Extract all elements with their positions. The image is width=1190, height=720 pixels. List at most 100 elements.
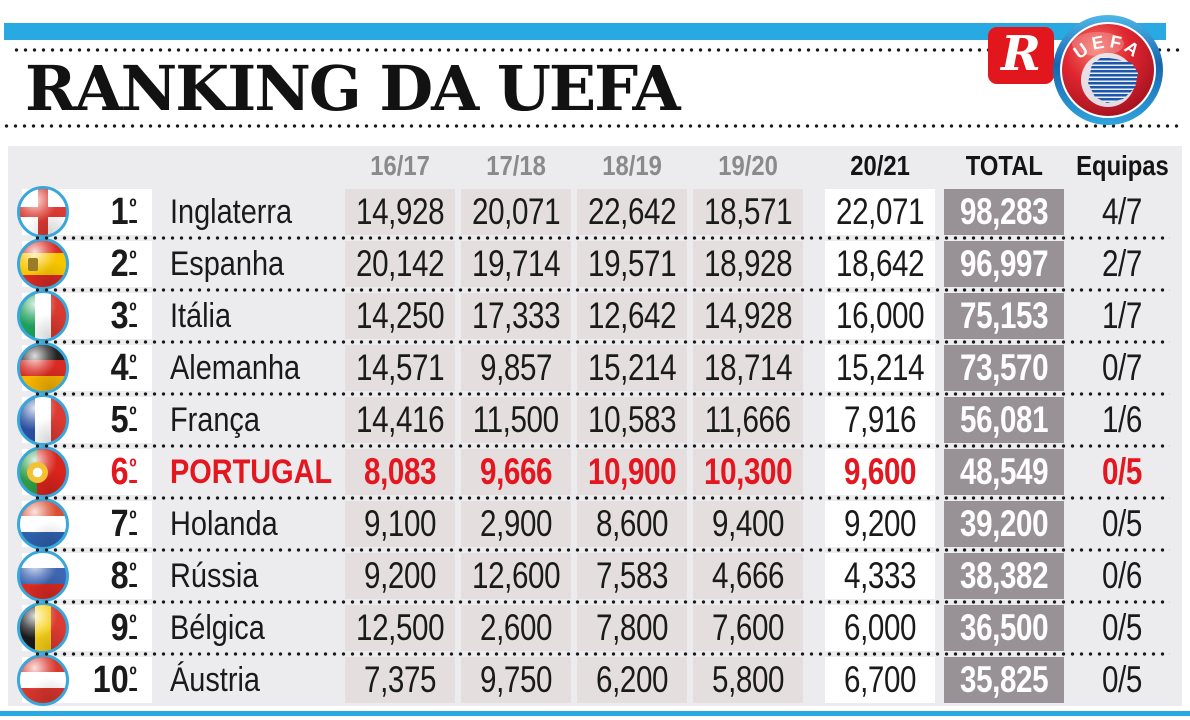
rank-label: 10º [93, 658, 137, 701]
page-title: RANKING DA UEFA [25, 52, 681, 125]
rank-ordinal: º [129, 557, 137, 587]
rank-ordinal: º [129, 505, 137, 535]
season-cell-19-20: 9,400 [693, 501, 803, 547]
total-cell: 75,153 [944, 293, 1064, 339]
season-cell-16-17: 9,100 [345, 501, 455, 547]
country-name: PORTUGAL [170, 453, 333, 491]
season-cell-17-18: 9,857 [461, 345, 571, 391]
season-cell-18-19: 15,214 [577, 345, 687, 391]
rank-ordinal: º [129, 401, 137, 431]
flag-italy-icon [17, 290, 69, 342]
column-header-16-17: 16/17 [370, 150, 430, 181]
column-header-total: TOTAL [965, 150, 1043, 181]
rank-label: 2º [111, 242, 137, 285]
top-accent-bar [4, 23, 1166, 40]
uefa-logo: UEFA [1053, 15, 1163, 125]
season-cell-18-19: 19,571 [577, 241, 687, 287]
table-row: 4º Alemanha 14,571 9,857 15,214 18,714 1… [8, 342, 1182, 396]
season-cell-19-20: 7,600 [693, 605, 803, 651]
total-cell: 96,997 [944, 241, 1064, 287]
season-cell-20-21: 9,200 [825, 501, 935, 547]
country-name: Alemanha [170, 349, 301, 387]
season-cell-18-19: 7,800 [577, 605, 687, 651]
total-cell: 38,382 [944, 553, 1064, 599]
record-logo-letter: R [1001, 25, 1041, 82]
table-row: 1º Inglaterra 14,928 20,071 22,642 18,57… [8, 186, 1182, 240]
season-cell-17-18: 2,900 [461, 501, 571, 547]
season-cell-16-17: 14,571 [345, 345, 455, 391]
flag-austria-icon [17, 654, 69, 706]
season-cell-20-21: 6,700 [825, 657, 935, 703]
season-cell-16-17: 9,200 [345, 553, 455, 599]
europe-map-icon [1088, 57, 1138, 103]
total-cell: 98,283 [944, 189, 1064, 235]
season-cell-16-17: 14,416 [345, 397, 455, 443]
flag-portugal-icon [17, 446, 69, 498]
ranking-table: 16/17 17/18 18/19 19/20 20/21 TOTAL Equi… [8, 146, 1182, 706]
season-cell-17-18: 11,500 [461, 397, 571, 443]
season-cell-18-19: 7,583 [577, 553, 687, 599]
season-cell-17-18: 12,600 [461, 553, 571, 599]
rank-label: 4º [111, 346, 137, 389]
table-row: 9º Bélgica 12,500 2,600 7,800 7,600 6,00… [8, 602, 1182, 656]
season-cell-18-19: 12,642 [577, 293, 687, 339]
season-cell-18-19: 10,583 [577, 397, 687, 443]
season-cell-19-20: 18,928 [693, 241, 803, 287]
season-cell-16-17: 20,142 [345, 241, 455, 287]
teams-cell: 1/7 [1102, 295, 1142, 336]
table-row: 8º Rússia 9,200 12,600 7,583 4,666 4,333… [8, 550, 1182, 604]
record-newspaper-logo: R [988, 27, 1054, 84]
flag-netherlands-icon [17, 498, 69, 550]
rank-ordinal: º [129, 453, 137, 483]
teams-cell: 0/5 [1102, 451, 1142, 492]
season-cell-17-18: 2,600 [461, 605, 571, 651]
total-cell: 73,570 [944, 345, 1064, 391]
season-cell-19-20: 4,666 [693, 553, 803, 599]
teams-cell: 1/6 [1102, 399, 1142, 440]
season-cell-20-21: 15,214 [825, 345, 935, 391]
season-cell-20-21: 6,000 [825, 605, 935, 651]
season-cell-18-19: 8,600 [577, 501, 687, 547]
flag-france-icon [17, 394, 69, 446]
season-cell-19-20: 10,300 [693, 449, 803, 495]
table-row: 7º Holanda 9,100 2,900 8,600 9,400 9,200… [8, 498, 1182, 552]
season-cell-16-17: 8,083 [345, 449, 455, 495]
season-cell-20-21: 4,333 [825, 553, 935, 599]
rank-ordinal: º [129, 193, 137, 223]
table-row: 5º França 14,416 11,500 10,583 11,666 7,… [8, 394, 1182, 448]
dotted-divider-under-title [2, 124, 1180, 128]
season-cell-19-20: 18,714 [693, 345, 803, 391]
flag-belgium-icon [17, 602, 69, 654]
teams-cell: 2/7 [1102, 243, 1142, 284]
season-cell-18-19: 6,200 [577, 657, 687, 703]
dotted-divider-top [12, 48, 1180, 52]
season-cell-20-21: 22,071 [825, 189, 935, 235]
rank-label: 6º [111, 450, 137, 493]
season-cell-19-20: 11,666 [693, 397, 803, 443]
rank-ordinal: º [129, 609, 137, 639]
total-cell: 56,081 [944, 397, 1064, 443]
teams-cell: 0/6 [1102, 555, 1142, 596]
season-cell-17-18: 17,333 [461, 293, 571, 339]
season-cell-17-18: 9,750 [461, 657, 571, 703]
column-header-18-19: 18/19 [602, 150, 662, 181]
table-row: 3º Itália 14,250 17,333 12,642 14,928 16… [8, 290, 1182, 344]
season-cell-16-17: 12,500 [345, 605, 455, 651]
country-name: Bélgica [170, 609, 265, 647]
season-cell-19-20: 14,928 [693, 293, 803, 339]
country-name: Itália [170, 297, 232, 335]
season-cell-20-21: 18,642 [825, 241, 935, 287]
season-cell-17-18: 19,714 [461, 241, 571, 287]
rank-ordinal: º [129, 245, 137, 275]
country-name: Áustria [170, 661, 260, 699]
rank-ordinal: º [129, 349, 137, 379]
country-name: Inglaterra [170, 193, 293, 231]
rank-label: 5º [111, 398, 137, 441]
total-cell: 35,825 [944, 657, 1064, 703]
rank-label: 7º [111, 502, 137, 545]
season-cell-16-17: 14,250 [345, 293, 455, 339]
rank-label: 3º [111, 294, 137, 337]
rank-ordinal: º [129, 661, 137, 691]
column-header-19-20: 19/20 [718, 150, 778, 181]
